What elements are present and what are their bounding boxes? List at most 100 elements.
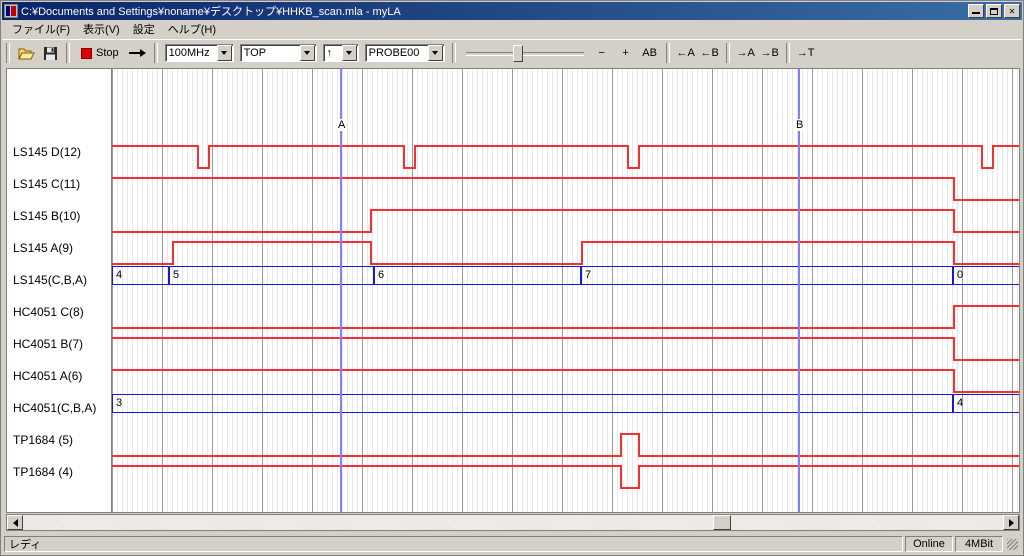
toolbar-separator	[6, 43, 10, 63]
menu-item-help[interactable]: ヘルプ(H)	[167, 24, 216, 36]
cursor-line-b[interactable]	[798, 69, 800, 512]
close-button[interactable]: ✕	[1004, 4, 1020, 18]
ab-button[interactable]: AB	[642, 47, 657, 59]
trigger-probe-select[interactable]: PROBE00	[364, 44, 445, 62]
save-file-button[interactable]	[39, 43, 61, 64]
chevron-down-icon[interactable]	[299, 45, 315, 61]
trace-segment-ls145-b10	[370, 209, 953, 211]
trace-segment-ls145-d12	[981, 167, 992, 169]
horizontal-scrollbar[interactable]	[6, 514, 1020, 531]
channel-label-ls145-d12: LS145 D(12)	[13, 145, 82, 159]
channel-label-tp1684-4: TP1684 (4)	[13, 465, 74, 479]
bus-value-hc4051: 3	[116, 397, 123, 409]
menu-item-settings[interactable]: 設定	[132, 24, 155, 36]
prev-a-button[interactable]: ←A	[676, 47, 695, 59]
trace-edge-ls145-d12	[627, 145, 629, 169]
trace-segment-hc4051-a6	[953, 391, 1019, 393]
trigger-position-select[interactable]: TOP	[239, 44, 317, 62]
trace-segment-tp1684-5	[112, 455, 620, 457]
trigger-condition-select[interactable]: ↑	[322, 44, 359, 62]
resize-grip-icon[interactable]	[1005, 537, 1019, 551]
goto-trigger-button[interactable]: →T	[796, 47, 815, 59]
window-buttons: ✕	[968, 4, 1020, 18]
trace-edge-ls145-c11	[953, 177, 955, 201]
waveform-plot[interactable]: 4 5 6 7 0 3 4 A B	[112, 69, 1019, 512]
zoom-in-button[interactable]: +	[622, 47, 629, 59]
trace-edge-ls145-b10	[953, 209, 955, 233]
trace-edge-ls145-d12	[403, 145, 405, 169]
run-button[interactable]	[127, 43, 149, 64]
scroll-right-button[interactable]	[1003, 515, 1019, 530]
prev-b-button[interactable]: ←B	[700, 47, 719, 59]
trace-segment-ls145-d12	[992, 145, 1019, 147]
trace-edge-ls145-a9	[172, 241, 174, 265]
open-file-button[interactable]	[15, 43, 37, 64]
trace-edge-ls145-d12	[992, 145, 994, 169]
trace-segment-ls145-d12	[197, 167, 208, 169]
trace-segment-ls145-d12	[112, 145, 197, 147]
waveform-client-area: Sample Clock : 2MHz Zoom : / 2 Trigger P…	[6, 68, 1020, 513]
maximize-button[interactable]	[986, 4, 1002, 18]
channel-label-hc4051-b7: HC4051 B(7)	[13, 337, 84, 351]
trace-segment-ls145-a9	[172, 241, 370, 243]
minimize-button[interactable]	[968, 4, 984, 18]
pane-divider[interactable]	[111, 69, 112, 512]
trace-segment-ls145-a9	[112, 263, 172, 265]
trace-edge-ls145-a9	[370, 241, 372, 265]
trace-edge-ls145-d12	[414, 145, 416, 169]
toolbar-separator	[665, 43, 670, 63]
channel-label-hc4051-a6: HC4051 A(6)	[13, 369, 83, 383]
folder-open-icon	[17, 48, 35, 59]
bus-segment-ls145[interactable]	[953, 266, 1019, 285]
trace-segment-ls145-b10	[953, 231, 1019, 233]
chevron-down-icon[interactable]	[427, 45, 443, 61]
bus-value-ls145: 4	[116, 269, 123, 281]
zoom-out-button[interactable]: −	[598, 47, 605, 59]
stop-button[interactable]: Stop	[75, 43, 125, 64]
grid-major	[112, 69, 1019, 512]
chevron-down-icon[interactable]	[216, 45, 232, 61]
scrollbar-track[interactable]	[23, 515, 1003, 530]
next-a-button[interactable]: →A	[736, 47, 755, 59]
menu-item-file[interactable]: ファイル(F)	[12, 24, 71, 36]
bus-segment-ls145[interactable]	[169, 266, 374, 285]
toolbar-separator	[785, 43, 790, 63]
arrow-right-icon	[128, 49, 146, 57]
trace-segment-ls145-a9	[370, 263, 581, 265]
scrollbar-thumb[interactable]	[713, 515, 731, 530]
trace-edge-hc4051-c8	[953, 305, 955, 329]
trace-segment-hc4051-b7	[112, 337, 953, 339]
menu-item-view[interactable]: 表示(V)	[83, 24, 120, 36]
bus-segment-ls145[interactable]	[581, 266, 953, 285]
scroll-left-button[interactable]	[7, 515, 23, 530]
channel-label-ls145-b10: LS145 B(10)	[13, 209, 81, 223]
bus-value-ls145: 5	[173, 269, 180, 281]
save-disk-icon	[43, 46, 57, 60]
cursor-line-a[interactable]	[340, 69, 342, 512]
chevron-down-icon[interactable]	[341, 45, 357, 61]
sample-clock-select[interactable]: 100MHz	[164, 44, 234, 62]
cursor-label-b: B	[795, 119, 805, 131]
trace-segment-ls145-d12	[627, 167, 638, 169]
trace-edge-hc4051-b7	[953, 337, 955, 361]
zoom-slider[interactable]	[465, 43, 584, 63]
trace-edge-ls145-d12	[197, 145, 199, 169]
slider-thumb[interactable]	[512, 45, 523, 62]
channel-label-hc4051-c8: HC4051 C(8)	[13, 305, 84, 319]
trace-edge-ls145-d12	[208, 145, 210, 169]
status-memory: 4MBit	[955, 536, 1003, 552]
bus-segment-hc4051[interactable]	[953, 394, 1019, 413]
trace-edge-ls145-b10	[370, 209, 372, 233]
bus-segment-hc4051[interactable]	[112, 394, 953, 413]
channel-label-ls145-c11: LS145 C(11)	[13, 177, 81, 191]
trace-edge-tp1684-4	[620, 465, 622, 489]
cursor-label-a: A	[337, 119, 347, 131]
bus-value-hc4051: 4	[957, 397, 964, 409]
next-b-button[interactable]: →B	[760, 47, 779, 59]
bus-segment-ls145[interactable]	[112, 266, 169, 285]
menu-bar: ファイル(F) 表示(V) 設定 ヘルプ(H)	[2, 20, 1022, 38]
bus-segment-ls145[interactable]	[374, 266, 581, 285]
trigger-probe-value: PROBE00	[368, 47, 420, 59]
trace-segment-ls145-d12	[414, 145, 627, 147]
